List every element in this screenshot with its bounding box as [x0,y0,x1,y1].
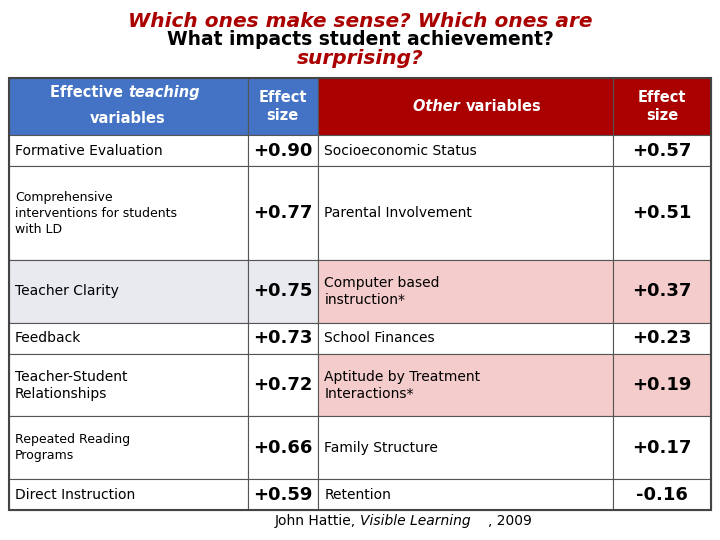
Text: +0.72: +0.72 [253,376,312,394]
Text: +0.51: +0.51 [632,204,692,222]
Text: Socioeconomic Status: Socioeconomic Status [324,144,477,158]
Text: +0.17: +0.17 [632,438,692,457]
Bar [9,135,248,166]
Bar [318,416,613,479]
Text: Teacher Clarity: Teacher Clarity [15,285,119,299]
Text: variables: variables [90,111,166,126]
Text: Effect
size: Effect size [638,90,686,123]
Text: +0.37: +0.37 [632,282,692,300]
Text: Family Structure: Family Structure [324,441,438,455]
Text: Direct Instruction: Direct Instruction [15,488,135,502]
Bar [248,354,318,416]
Bar [318,166,613,260]
Bar [9,78,248,135]
Text: +0.66: +0.66 [253,438,312,457]
Bar [613,479,711,510]
Bar [613,260,711,322]
Bar [248,135,318,166]
Text: -0.16: -0.16 [636,485,688,504]
Bar [613,78,711,135]
Text: , 2009: , 2009 [488,514,532,528]
Text: +0.19: +0.19 [632,376,692,394]
Bar [613,135,711,166]
Bar [9,78,711,510]
Bar [613,416,711,479]
Bar [9,260,248,322]
Bar [318,78,613,135]
Text: teaching: teaching [128,85,199,100]
Bar [9,354,248,416]
Bar [613,322,711,354]
Bar [248,166,318,260]
Bar [613,166,711,260]
Bar [248,322,318,354]
Text: Feedback: Feedback [15,331,81,345]
Text: School Finances: School Finances [324,331,435,345]
Text: Repeated Reading
Programs: Repeated Reading Programs [15,433,130,462]
Text: Computer based
instruction*: Computer based instruction* [324,276,440,307]
Bar [9,416,248,479]
Text: Other: Other [413,99,465,114]
Text: variables: variables [465,99,541,114]
Text: Formative Evaluation: Formative Evaluation [15,144,163,158]
Text: Comprehensive
interventions for students
with LD: Comprehensive interventions for students… [15,191,177,235]
Text: Teacher-Student
Relationships: Teacher-Student Relationships [15,369,127,401]
Bar [9,322,248,354]
Text: Effect
size: Effect size [258,90,307,123]
Bar [318,260,613,322]
Text: +0.23: +0.23 [632,329,692,347]
Text: +0.57: +0.57 [632,141,692,160]
Text: +0.59: +0.59 [253,485,312,504]
Text: surprising?: surprising? [297,49,423,68]
Bar [9,166,248,260]
Text: What impacts student achievement?: What impacts student achievement? [166,30,554,49]
Bar [318,354,613,416]
Text: +0.75: +0.75 [253,282,312,300]
Text: Which ones make sense? Which ones are: Which ones make sense? Which ones are [127,12,593,31]
Text: Aptitude by Treatment
Interactions*: Aptitude by Treatment Interactions* [324,369,480,401]
Text: Visible Learning: Visible Learning [360,514,471,528]
Text: +0.90: +0.90 [253,141,312,160]
Text: +0.77: +0.77 [253,204,312,222]
Bar [248,479,318,510]
Bar [318,322,613,354]
Bar [318,479,613,510]
Bar [248,416,318,479]
Bar [613,354,711,416]
Bar [318,135,613,166]
Bar [248,78,318,135]
Text: +0.73: +0.73 [253,329,312,347]
Text: Retention: Retention [324,488,391,502]
Text: Effective: Effective [50,85,128,100]
Bar [248,260,318,322]
Text: John Hattie,: John Hattie, [274,514,360,528]
Text: Parental Involvement: Parental Involvement [324,206,472,220]
Bar [9,479,248,510]
